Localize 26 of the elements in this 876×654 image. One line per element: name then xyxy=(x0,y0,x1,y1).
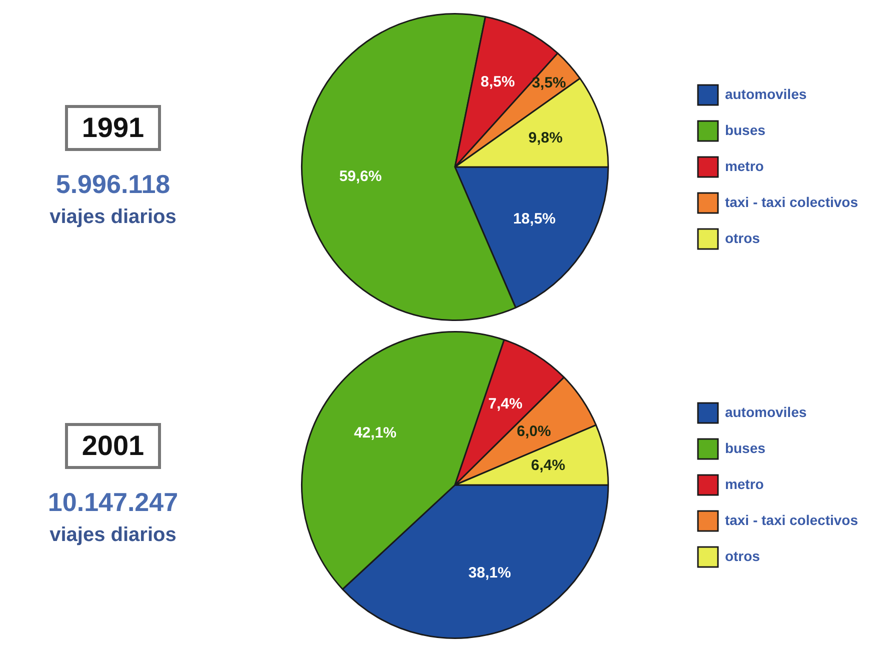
legend-label: taxi - taxi colectivos xyxy=(724,512,858,528)
data-label: 6,4% xyxy=(530,457,566,474)
data-label: 59,6% xyxy=(339,168,382,185)
legend-label: otros xyxy=(724,548,760,564)
data-label: 38,1% xyxy=(468,564,511,582)
text: 10.147.247 xyxy=(46,487,180,518)
data-label: 18,5% xyxy=(513,210,556,228)
data-label: 42,1% xyxy=(354,424,397,442)
data-label: 9,8% xyxy=(528,129,563,146)
legend-label: metro xyxy=(724,476,764,492)
text: viajes diarios xyxy=(48,206,178,229)
data-label: 3,5% xyxy=(532,74,566,92)
data-label: 7,4% xyxy=(488,396,522,413)
text: 1991 xyxy=(64,105,162,151)
legend-label: taxi - taxi colectivos xyxy=(724,194,858,210)
data-label: 6,0% xyxy=(516,423,551,440)
text: 2001 xyxy=(64,423,162,469)
legend-label: metro xyxy=(724,158,764,174)
data-label: 8,5% xyxy=(480,73,515,90)
legend-label: automoviles xyxy=(724,86,807,102)
legend-label: buses xyxy=(724,440,766,456)
legend-label: buses xyxy=(724,122,766,138)
text: viajes diarios xyxy=(48,524,178,547)
legend-label: otros xyxy=(724,230,760,246)
legend-label: automoviles xyxy=(724,404,807,420)
text: 5.996.118 xyxy=(54,169,172,200)
